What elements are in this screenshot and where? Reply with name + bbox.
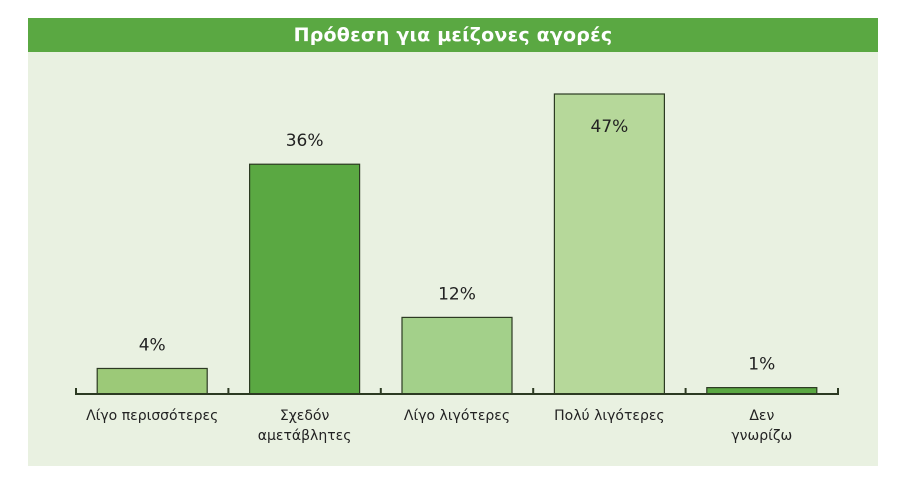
value-label-0: 4% [139, 335, 166, 355]
title-bar: Πρόθεση για μείζονες αγορές [28, 18, 878, 52]
bar-2 [401, 316, 513, 395]
category-label-1-line-0: Σχεδόν [280, 408, 330, 424]
bar-3 [553, 93, 666, 395]
category-label-3: Πολύ λιγότερες [554, 408, 664, 424]
bar-chart: 4% Λίγο περισσότερες 36% Σχεδόν αμετάβλητες 1… [75, 93, 839, 444]
value-label-3: 47% [591, 117, 629, 137]
category-label-0: Λίγο περισσότερες [86, 408, 218, 424]
bar-1 [249, 163, 361, 395]
category-label-4-line-0: Δεν [749, 408, 774, 424]
chart-title: Πρόθεση για μείζονες αγορές [293, 24, 613, 46]
bar-0 [96, 367, 208, 395]
category-label-2: Λίγο λιγότερες [404, 408, 510, 424]
value-label-2: 12% [438, 284, 476, 304]
category-label-4-line-1: γνωρίζω [731, 428, 792, 444]
category-label-1-line-1: αμετάβλητες [258, 428, 352, 444]
chart-panel: Πρόθεση για μείζονες αγορές 4% Λίγο περισ… [28, 18, 878, 466]
value-label-1: 36% [286, 131, 324, 151]
value-label-4: 1% [748, 355, 775, 375]
